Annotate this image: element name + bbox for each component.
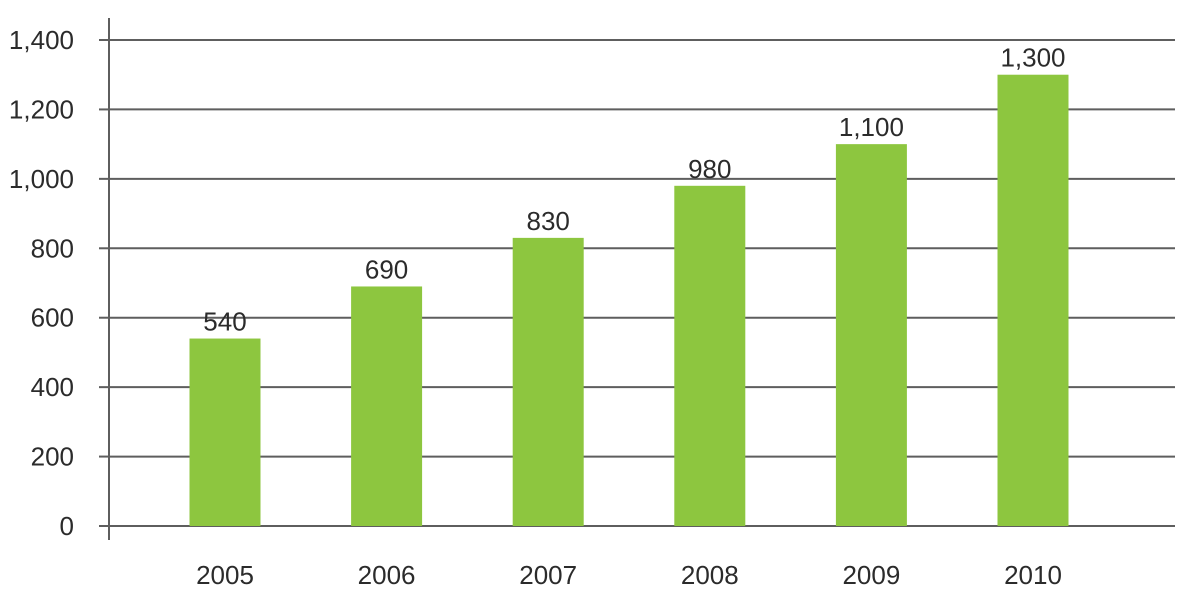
bars bbox=[189, 74, 1069, 527]
y-tick-label: 1,400 bbox=[9, 25, 74, 55]
y-tick-label: 200 bbox=[31, 442, 74, 472]
x-tick-label-2005: 2005 bbox=[196, 560, 254, 590]
data-label-2007: 830 bbox=[527, 206, 570, 236]
data-labels: 540 690 830 980 1,100 1,300 bbox=[203, 43, 1065, 337]
bar-2006 bbox=[351, 286, 423, 526]
bar-2005 bbox=[189, 338, 261, 526]
gridlines bbox=[99, 39, 1175, 527]
bar-2008 bbox=[674, 185, 746, 527]
x-tick-label-2008: 2008 bbox=[681, 560, 739, 590]
data-label-2006: 690 bbox=[365, 254, 408, 284]
data-label-2005: 540 bbox=[203, 307, 246, 337]
bar-2007 bbox=[512, 237, 584, 526]
y-tick-label: 1,200 bbox=[9, 94, 74, 124]
bar-2009 bbox=[835, 144, 907, 526]
y-tick-label: 800 bbox=[31, 233, 74, 263]
x-tick-label-2010: 2010 bbox=[1004, 560, 1062, 590]
x-tick-label-2009: 2009 bbox=[842, 560, 900, 590]
x-axis-tick-labels: 2005 2006 2007 2008 2009 2010 bbox=[196, 560, 1062, 590]
data-label-2010: 1,300 bbox=[1000, 43, 1065, 73]
x-tick-label-2007: 2007 bbox=[519, 560, 577, 590]
data-label-2009: 1,100 bbox=[839, 112, 904, 142]
bar-2010 bbox=[997, 74, 1069, 526]
y-tick-label: 0 bbox=[60, 511, 74, 541]
y-tick-label: 600 bbox=[31, 303, 74, 333]
y-tick-label: 400 bbox=[31, 372, 74, 402]
y-axis-tick-labels: 0 200 400 600 800 1,000 1,200 1,400 bbox=[9, 25, 74, 541]
data-label-2008: 980 bbox=[688, 154, 731, 184]
y-tick-label: 1,000 bbox=[9, 164, 74, 194]
x-tick-label-2006: 2006 bbox=[358, 560, 416, 590]
